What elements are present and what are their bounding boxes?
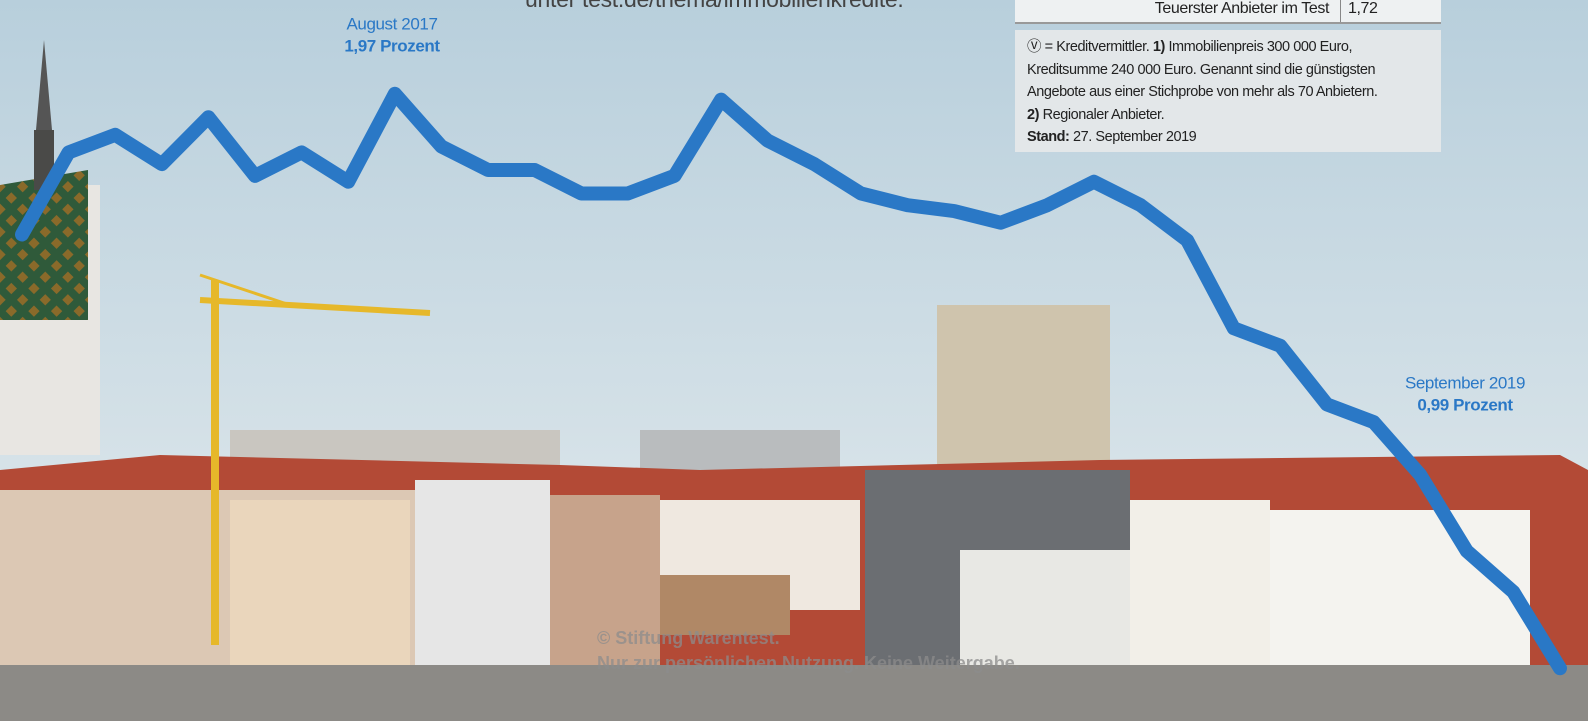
footnote-line: 2) Regionaler Anbieter. (1027, 104, 1441, 127)
watermark: © Stiftung Warentest. Nur zur persönliche… (597, 626, 1020, 676)
annotation-date: September 2019 (1405, 373, 1525, 392)
footnote-text: Immobilienpreis 300 000 Euro, (1164, 39, 1353, 55)
watermark-line: Nur zur persönlichen Nutzung. Keine Weit… (597, 653, 1020, 673)
table-row: Teuerster Anbieter im Test 1,72 (1015, 0, 1441, 24)
footnote-line: Kreditsumme 240 000 Euro. Genannt sind d… (1027, 59, 1441, 82)
background-town (0, 40, 1588, 721)
footnote-text: Angebote aus einer Stichprobe von mehr a… (1027, 84, 1378, 100)
footnote-line: Angebote aus einer Stichprobe von mehr a… (1027, 81, 1441, 104)
footnote-text: 2) (1027, 106, 1039, 123)
footnote-text: Regionaler Anbieter. (1039, 106, 1165, 123)
annotation: September 2019 0,99 Prozent (1405, 373, 1526, 414)
annotation-date: August 2017 (346, 14, 437, 33)
value-label: 1,97 Prozent (344, 36, 440, 55)
footnote-text: Ⓥ = Kreditvermittler. (1027, 39, 1153, 55)
annotation: August 2017 1,97 Prozent (344, 14, 440, 55)
footnote-text: 1) (1152, 39, 1165, 55)
footnote-line: Ⓥ = Kreditvermittler. 1) Immobilienpreis… (1027, 36, 1441, 59)
table-cell: Teuerster Anbieter im Test (1154, 0, 1330, 17)
footnote-text: Kreditsumme 240 000 Euro. Genannt sind d… (1027, 61, 1376, 78)
data-line (15, 86, 1567, 676)
footnote-text: 27. September 2019 (1069, 129, 1197, 145)
footnote-text: Stand: (1027, 129, 1070, 145)
footnote: Ⓥ = Kreditvermittler. 1) Immobilienpreis… (1015, 30, 1441, 152)
table-cell: 1,72 (1340, 0, 1378, 22)
value-label: 0,99 Prozent (1417, 395, 1513, 414)
footnote-line: Stand: 27. September 2019 (1027, 126, 1441, 149)
header-text: unter test.de/thema/immobilienkredite. (525, 0, 904, 13)
watermark-line: © Stiftung Warentest. (597, 628, 780, 648)
